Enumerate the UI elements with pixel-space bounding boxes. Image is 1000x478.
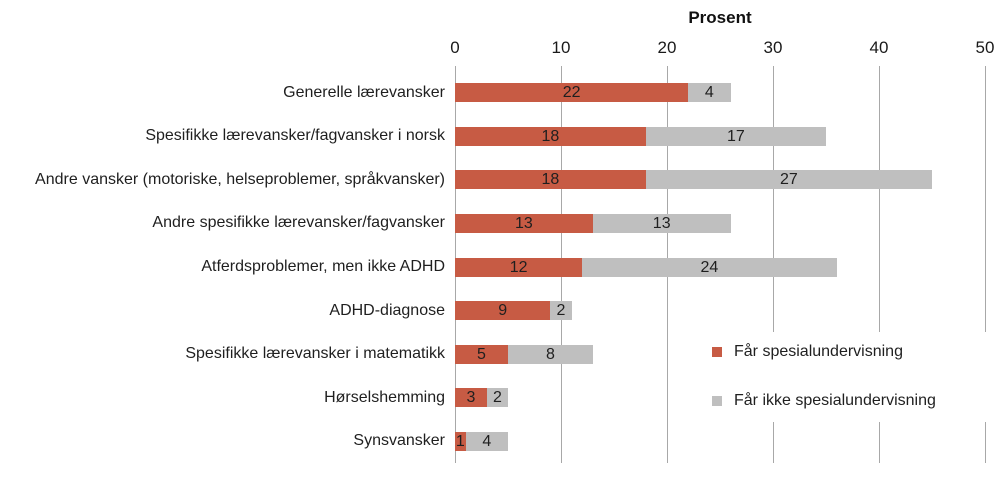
bar-segment-far-ikke-spesialundervisning: 4 [465,432,508,451]
legend-label: Får ikke spesialundervisning [734,392,936,409]
x-tick-label: 30 [763,38,783,57]
category-label: Synsvansker [353,432,445,450]
segment-value: 3 [466,389,476,406]
segment-value: 13 [652,215,671,232]
segment-value: 4 [704,84,714,101]
bar-segment-far-ikke-spesialundervisning: 24 [582,258,837,277]
bar-segment-far-ikke-spesialundervisning: 13 [592,214,731,233]
category-label: Andre vansker (motoriske, helseproblemer… [35,170,445,188]
segment-value: 5 [477,346,486,363]
bar-segment-far-spesialundervisning: 18 [455,127,646,146]
legend-label: Får spesialundervisning [734,343,903,360]
bar-segment-far-spesialundervisning: 13 [455,214,593,233]
bar-segment-far-ikke-spesialundervisning: 2 [486,388,508,407]
segment-value: 18 [541,128,560,145]
category-label: Spesifikke lærevansker/fagvansker i nors… [145,127,445,145]
x-tick-label: 50 [975,38,995,57]
x-tick-label: 10 [551,38,571,57]
category-label: Atferdsproblemer, men ikke ADHD [201,258,445,275]
x-tick-label: 20 [657,38,677,57]
bar-row: 18 17 [455,127,985,146]
segment-value: 17 [726,128,745,145]
bar-segment-far-spesialundervisning: 9 [455,301,551,320]
gridline [878,66,880,463]
legend-swatch-gray-icon [712,396,722,406]
segment-value: 1 [455,433,465,450]
bar-segment-far-spesialundervisning: 1 [455,432,466,451]
bar-segment-far-ikke-spesialundervisning: 4 [688,83,731,102]
gridline [984,66,986,463]
category-label: Hørselshemming [324,388,445,406]
legend-swatch-red-icon [712,347,722,357]
bar-segment-far-ikke-spesialundervisning: 17 [645,127,826,146]
chart-title: Prosent [688,8,752,27]
segment-value: 8 [545,346,555,363]
segment-value: 12 [509,259,528,276]
legend-item-far-spesialundervisning: Får spesialundervisning [712,342,903,362]
legend: Får spesialundervisning Får ikke spesial… [700,332,992,422]
segment-value: 2 [492,389,502,406]
segment-value: 4 [482,433,492,450]
segment-value: 24 [700,259,719,276]
category-label: Spesifikke lærevansker i matematikk [185,345,445,363]
bar-segment-far-ikke-spesialundervisning: 8 [508,345,593,364]
bar-segment-far-ikke-spesialundervisning: 2 [550,301,572,320]
bar-segment-far-spesialundervisning: 3 [455,388,487,407]
bar-row: 22 4 [455,83,985,102]
bar-row: 12 24 [455,258,985,277]
bar-segment-far-spesialundervisning: 22 [455,83,689,102]
legend-item-far-ikke-spesialundervisning: Får ikke spesialundervisning [712,391,936,411]
bar-segment-far-spesialundervisning: 5 [455,345,508,364]
bar-row: 18 27 [455,170,985,189]
x-tick-label: 0 [450,38,460,57]
segment-value: 18 [541,171,560,188]
bar-segment-far-ikke-spesialundervisning: 27 [645,170,932,189]
category-label: ADHD-diagnose [329,301,445,319]
category-label: Generelle lærevansker [283,83,445,101]
segment-value: 27 [779,171,798,188]
bar-segment-far-spesialundervisning: 12 [455,258,583,277]
segment-value: 22 [562,84,581,101]
segment-value: 13 [515,215,533,232]
segment-value: 2 [556,302,566,319]
x-tick-label: 40 [869,38,889,57]
bar-segment-far-spesialundervisning: 18 [455,170,646,189]
segment-value: 9 [498,302,508,319]
bar-row: 13 13 [455,214,985,233]
category-label: Andre spesifikke lærevansker/fagvansker [152,214,445,232]
